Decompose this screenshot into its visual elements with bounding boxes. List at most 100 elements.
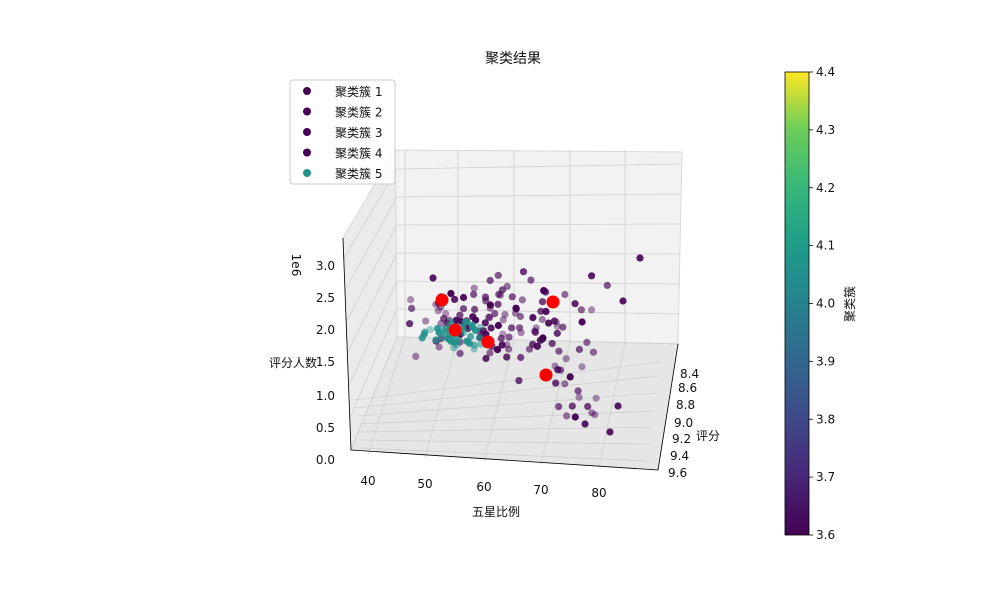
scatter-point — [497, 334, 505, 342]
z-tick-label: 2.0 — [316, 323, 335, 337]
scatter-point — [494, 321, 502, 330]
scatter-point — [497, 291, 505, 299]
legend-label: 聚类簇 4 — [335, 146, 382, 161]
colorbar-label: 聚类簇 — [842, 286, 857, 322]
centroid-point — [539, 368, 553, 382]
scatter-point — [518, 296, 527, 304]
scatter-point — [519, 268, 528, 276]
scatter-point — [456, 311, 464, 319]
legend-label: 聚类簇 1 — [335, 84, 382, 99]
z-gridline-back — [396, 163, 681, 170]
scatter-point — [508, 293, 516, 301]
centroid-point — [546, 295, 560, 309]
scatter-point — [531, 328, 540, 337]
y-axis-label: 评分 — [696, 429, 720, 443]
scatter-point — [592, 394, 600, 402]
scatter-point — [422, 317, 430, 325]
scatter-point — [553, 329, 561, 337]
colorbar-tick-label: 3.7 — [816, 470, 835, 484]
legend-marker — [303, 148, 311, 157]
scatter-point — [553, 322, 561, 330]
scatter-point — [471, 305, 479, 313]
y-gridline — [354, 375, 659, 409]
scatter-point — [475, 334, 483, 342]
scatter-point — [407, 296, 415, 304]
legend-label: 聚类簇 3 — [335, 125, 382, 140]
scatter-point — [606, 428, 614, 436]
scatter-point — [575, 393, 583, 401]
scatter-point — [459, 305, 468, 313]
scatter-point — [574, 387, 582, 395]
scatter-point — [578, 363, 586, 371]
scatter-point — [603, 281, 611, 289]
x-axis-label: 五星比例 — [472, 505, 520, 519]
scatter-point — [435, 343, 443, 351]
x-gridline — [598, 342, 626, 468]
scatter-point — [476, 323, 484, 332]
legend-label: 聚类簇 5 — [335, 166, 382, 181]
y-axis-line — [657, 343, 679, 471]
scatter-point — [501, 310, 509, 319]
legend-marker — [303, 87, 311, 95]
x-tick-label: 80 — [591, 486, 606, 500]
z-tick-label: 0.0 — [316, 453, 335, 467]
scatter-point — [470, 284, 478, 292]
colorbar: 4.4 4.3 4.2 4.1 4.0 3.9 3.8 3.7 3.6 聚类簇 — [784, 65, 857, 542]
x-tick-label: 60 — [476, 480, 491, 494]
colorbar-tick-label: 4.2 — [816, 181, 835, 195]
scatter-point — [451, 295, 459, 303]
y-gridline — [357, 426, 653, 433]
scatter-point — [562, 355, 570, 363]
scatter-point — [494, 271, 502, 279]
scatter-point — [466, 339, 474, 348]
y-gridline — [359, 447, 649, 462]
scatter-point — [636, 254, 644, 262]
scatter-point — [538, 315, 546, 324]
legend-label: 聚类簇 2 — [335, 105, 382, 120]
scatter-point — [517, 353, 525, 362]
scatter-point — [550, 317, 559, 325]
z-gridline — [344, 196, 398, 291]
scatter-point — [589, 348, 598, 356]
scatter-point — [538, 298, 547, 306]
z-tick-label: 1.5 — [316, 355, 335, 369]
scatter-point — [581, 420, 589, 428]
scatter-point — [469, 313, 477, 321]
y-tick-label: 8.6 — [678, 381, 697, 395]
scatter-point — [591, 411, 599, 419]
scatter-point — [434, 324, 442, 333]
scatter-point — [505, 345, 513, 353]
scatter-point — [503, 353, 511, 361]
scatter-point — [537, 307, 545, 315]
centroid-point — [481, 335, 495, 349]
x-tick-label: 40 — [360, 474, 375, 488]
scatter-point — [467, 332, 475, 341]
z-gridline — [345, 224, 398, 323]
z-axis-line — [342, 237, 352, 451]
scatter-point — [516, 312, 525, 321]
z-gridline-back — [396, 280, 681, 285]
z-gridline — [347, 280, 398, 389]
scatter-point — [561, 380, 569, 388]
scatter-point — [552, 379, 560, 387]
scatter-point — [486, 301, 494, 309]
scatter-point — [554, 366, 562, 374]
scatter-point — [571, 300, 579, 308]
legend-marker — [303, 169, 311, 177]
z-gridline-back — [396, 223, 681, 226]
x-gridline — [540, 340, 571, 465]
scatter-point — [420, 330, 428, 338]
y-gridline — [353, 361, 661, 401]
z-gridline-back — [396, 252, 681, 255]
scatter-point — [406, 320, 414, 328]
scatter-point — [426, 326, 434, 334]
scatter-point — [578, 318, 586, 326]
colorbar-tick-label: 4.1 — [816, 239, 835, 253]
scatter-point — [408, 304, 416, 312]
colorbar-tick-label: 4.3 — [816, 123, 835, 137]
scatter-point — [536, 336, 544, 344]
scatter-point — [484, 313, 493, 321]
scatter-point — [486, 313, 494, 321]
scatter-point — [505, 333, 513, 341]
scatter-point — [527, 276, 535, 284]
